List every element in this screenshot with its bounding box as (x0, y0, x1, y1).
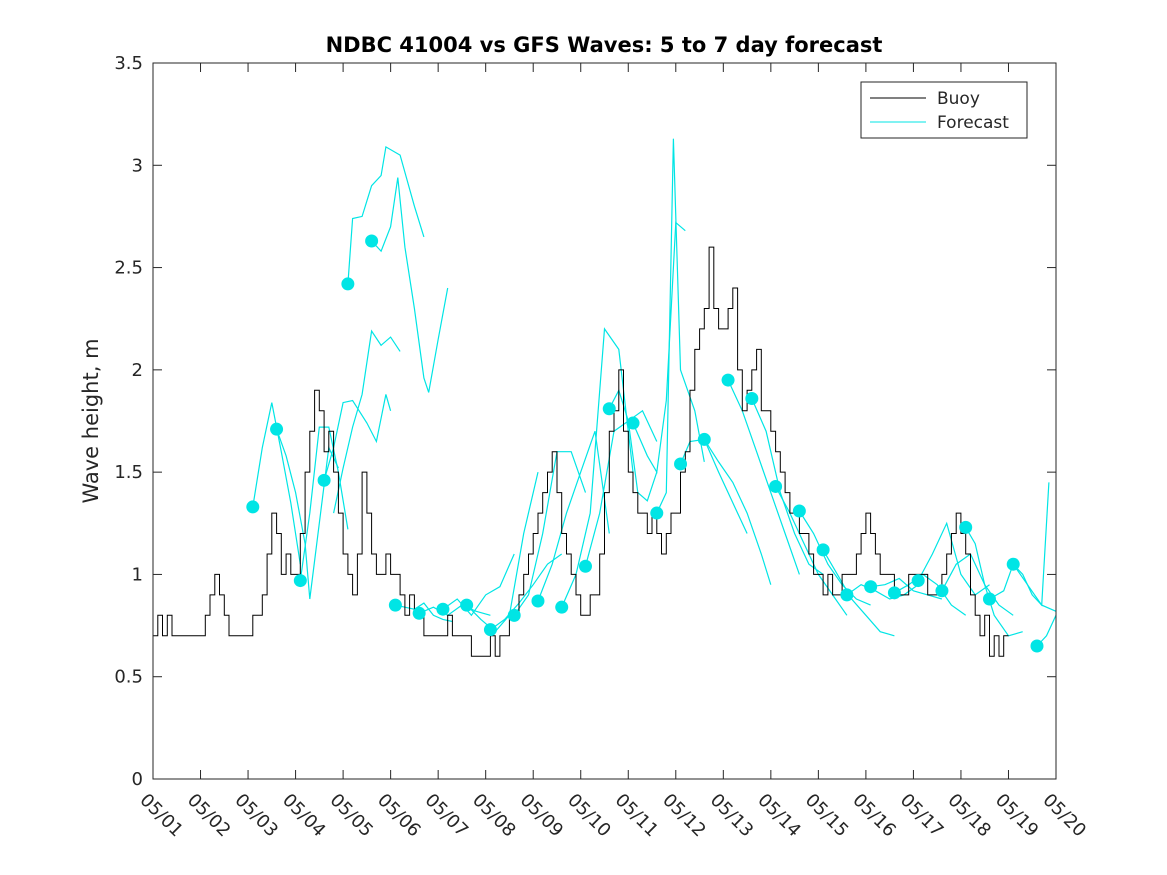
y-tick-label: 2 (132, 360, 143, 381)
y-tick-label: 3.5 (114, 53, 143, 74)
forecast-marker (412, 606, 426, 620)
forecast-marker (531, 594, 545, 608)
forecast-lines (252, 138, 1057, 647)
y-tick-label: 1 (132, 564, 143, 585)
legend-forecast-label: Forecast (937, 113, 1009, 133)
buoy-line (153, 246, 1009, 657)
forecast-marker (721, 373, 735, 387)
forecast-marker (792, 504, 806, 518)
forecast-run-line (371, 177, 449, 393)
y-tick-label: 1.5 (114, 462, 143, 483)
forecast-run-line (276, 428, 339, 600)
forecast-run-line (466, 471, 539, 633)
forecast-run-line (584, 409, 658, 567)
axes-background (153, 63, 1056, 779)
forecast-run-line (442, 553, 515, 617)
forecast-run-line (751, 398, 824, 575)
y-axis: 0 0.5 1 1.5 2 2.5 3 3.5 (114, 53, 1056, 790)
forecast-run-line (323, 394, 392, 481)
forecast-run-line (989, 562, 1057, 612)
forecast-marker (816, 543, 830, 557)
forecast-marker (270, 422, 284, 436)
legend-buoy-label: Buoy (937, 89, 980, 109)
forecast-run-line (333, 329, 401, 514)
forecast-marker (436, 602, 450, 616)
y-tick-label: 0.5 (114, 667, 143, 688)
forecast-run-line (894, 573, 967, 616)
forecast-marker (483, 623, 497, 637)
forecast-run-line (632, 221, 686, 474)
forecast-run-line (798, 510, 871, 606)
forecast-run-line (870, 577, 943, 600)
forecast-marker (293, 574, 307, 588)
forecast-run-line (941, 553, 1014, 616)
plot-area (152, 62, 1057, 780)
forecast-run-line (537, 431, 610, 602)
forecast-marker (911, 574, 925, 588)
forecast-marker (388, 598, 402, 612)
forecast-marker (1030, 639, 1044, 653)
legend: Buoy Forecast (860, 81, 1028, 139)
forecast-marker (317, 473, 331, 487)
forecast-marker (887, 586, 901, 600)
forecast-marker (555, 600, 569, 614)
forecast-run-line (846, 584, 919, 600)
forecast-run-line (679, 438, 748, 534)
forecast-run-line (347, 145, 425, 284)
forecast-run-line (703, 439, 772, 585)
legend-box (860, 81, 1028, 139)
axes-frame (152, 62, 1057, 780)
forecast-marker (745, 391, 759, 405)
forecast-marker (341, 277, 355, 291)
forecast-run-line (513, 451, 587, 616)
forecast-run-line (917, 521, 990, 596)
forecast-run-line (1012, 482, 1050, 607)
forecast-marker (982, 592, 996, 606)
forecast-marker (602, 402, 616, 416)
forecast-marker (674, 457, 688, 471)
forecast-marker (769, 479, 783, 493)
forecast-marker (507, 608, 521, 622)
y-tick-label: 3 (132, 155, 143, 176)
forecast-marker (246, 500, 260, 514)
forecast-marker (578, 559, 592, 573)
forecast-marker (935, 584, 949, 598)
forecast-marker (959, 520, 973, 534)
y-tick-label: 2.5 (114, 258, 143, 279)
forecast-run-line (490, 553, 563, 631)
forecast-run-line (822, 549, 895, 637)
forecast-marker (1006, 557, 1020, 571)
chart-title: NDBC 41004 vs GFS Waves: 5 to 7 day fore… (326, 33, 883, 57)
forecast-run-line (608, 388, 658, 502)
forecast-marker (650, 506, 664, 520)
forecast-run-line (418, 604, 491, 617)
forecast-marker (864, 580, 878, 594)
forecast-marker (626, 416, 640, 430)
forecast-marker (365, 234, 379, 248)
forecast-run-line (656, 138, 705, 514)
forecast-markers (246, 234, 1044, 653)
forecast-run-line (775, 486, 848, 616)
forecast-run-line (727, 379, 800, 575)
forecast-marker (840, 588, 854, 602)
buoy-line-group (153, 246, 1009, 657)
y-tick-label: 0 (132, 769, 143, 790)
forecast-marker (697, 432, 711, 446)
forecast-marker (460, 598, 474, 612)
y-axis-label: Wave height, m (79, 338, 103, 503)
